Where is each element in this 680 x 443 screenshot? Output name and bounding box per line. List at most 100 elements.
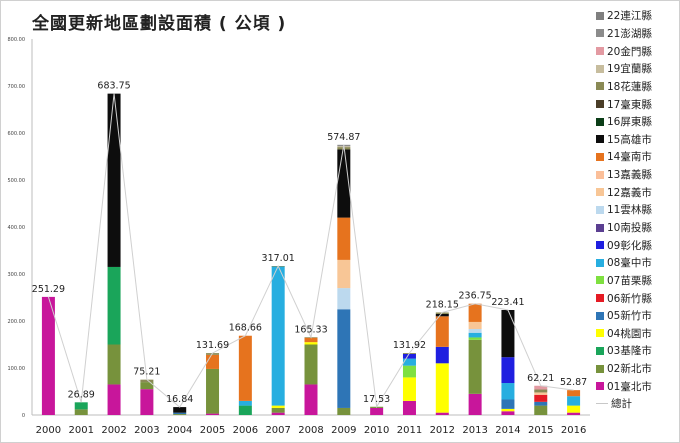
bar-segment xyxy=(435,363,449,413)
x-tick-label: 2003 xyxy=(134,425,159,436)
bar-segment xyxy=(468,337,482,340)
x-tick-label: 2009 xyxy=(331,425,356,436)
axes: 0 100.00 200.00 300.00 400.00 500.00 600.00 700… xyxy=(8,37,590,436)
legend-item: 17臺東縣 xyxy=(596,95,680,113)
bar-segment xyxy=(468,393,482,415)
bar-segment xyxy=(206,413,220,415)
x-tick-label: 2016 xyxy=(561,425,586,436)
bar-segment xyxy=(74,402,88,410)
legend-swatch xyxy=(596,29,604,38)
x-tick-label: 2014 xyxy=(495,425,520,436)
y-tick-label: 100.00 xyxy=(8,366,26,372)
legend-swatch xyxy=(596,241,604,250)
bar-segment xyxy=(107,344,121,385)
legend-swatch xyxy=(596,170,604,179)
x-tick-label: 2008 xyxy=(298,425,323,436)
bar-segment xyxy=(271,405,285,408)
legend-label: 18花蓮縣 xyxy=(607,80,652,93)
bar-segment xyxy=(402,377,416,401)
legend-label: 21澎湖縣 xyxy=(607,27,652,40)
legend-swatch xyxy=(596,100,604,109)
legend-item: 15高雄市 xyxy=(596,130,680,148)
bar-segment xyxy=(402,353,416,359)
bar-segment xyxy=(534,401,548,406)
legend-item: 09彰化縣 xyxy=(596,236,680,254)
legend-swatch xyxy=(596,188,604,197)
legend-item: 06新竹縣 xyxy=(596,289,680,307)
legend-label: 06新竹縣 xyxy=(607,292,652,305)
legend-item: 03基隆市 xyxy=(596,342,680,360)
legend-swatch xyxy=(596,258,604,267)
bar-segment xyxy=(501,408,515,412)
legend-item: 01臺北市 xyxy=(596,377,680,395)
legend-swatch xyxy=(596,364,604,373)
total-data-label: 165.33 xyxy=(294,324,327,335)
bar-segment xyxy=(567,412,581,415)
bar-segment xyxy=(468,339,482,394)
bar-segment xyxy=(501,309,515,358)
legend-label: 總計 xyxy=(611,398,632,411)
bar-segment xyxy=(402,365,416,378)
bar-segment xyxy=(501,357,515,384)
x-tick-label: 2005 xyxy=(200,425,225,436)
x-tick-label: 2015 xyxy=(528,425,553,436)
bar-segment xyxy=(337,217,351,260)
bar-segment xyxy=(534,385,548,390)
legend-swatch xyxy=(596,11,604,20)
bar-segment xyxy=(370,407,384,415)
bar-segment xyxy=(534,405,548,415)
bar-segment xyxy=(206,368,220,414)
legend-swatch xyxy=(596,64,604,73)
bar-segment xyxy=(567,405,581,413)
legend-item: 13嘉義縣 xyxy=(596,166,680,184)
bar-segment xyxy=(534,392,548,395)
legend-swatch xyxy=(596,152,604,161)
bar-segment xyxy=(304,337,318,343)
legend: 22連江縣 21澎湖縣 20金門縣 19宜蘭縣 18花蓮縣 17臺東縣 16屏東縣 15高雄市… xyxy=(596,7,680,413)
total-data-label: 131.92 xyxy=(393,340,426,351)
bar-segment xyxy=(304,342,318,345)
legend-label: 14臺南市 xyxy=(607,151,652,164)
total-data-label: 683.75 xyxy=(97,81,130,92)
legend-label: 11雲林縣 xyxy=(607,204,652,217)
legend-swatch xyxy=(596,205,604,214)
total-data-label: 317.01 xyxy=(262,253,295,264)
legend-item: 20金門縣 xyxy=(596,42,680,60)
legend-label: 13嘉義縣 xyxy=(607,169,652,182)
bar-segment xyxy=(173,407,187,413)
bar-segment xyxy=(468,328,482,333)
legend-item: 14臺南市 xyxy=(596,148,680,166)
legend-item: 07苗栗縣 xyxy=(596,272,680,290)
bar-segment xyxy=(238,400,252,406)
bar-segment xyxy=(304,344,318,385)
legend-item: 02新北市 xyxy=(596,360,680,378)
legend-swatch xyxy=(596,117,604,126)
bars xyxy=(41,93,581,415)
y-tick-label: 700.00 xyxy=(8,84,26,90)
total-data-label: 574.87 xyxy=(327,132,360,143)
bar-segment xyxy=(206,354,220,369)
bar-segment xyxy=(140,382,154,390)
legend-item: 04桃園市 xyxy=(596,325,680,343)
total-data-label: 223.41 xyxy=(491,297,524,308)
bar-segment xyxy=(107,384,121,415)
legend-label: 10南投縣 xyxy=(607,222,652,234)
x-tick-label: 2002 xyxy=(101,425,126,436)
legend-line-swatch xyxy=(596,403,608,405)
bar-segment xyxy=(107,266,121,345)
total-data-label: 168.66 xyxy=(229,323,262,334)
legend-label: 04桃園市 xyxy=(607,327,652,340)
total-data-label: 131.69 xyxy=(196,340,229,351)
legend-label: 07苗栗縣 xyxy=(607,274,652,287)
bar-segment xyxy=(501,411,515,415)
legend-item: 21澎湖縣 xyxy=(596,25,680,43)
legend-swatch xyxy=(596,135,604,144)
total-data-label: 62.21 xyxy=(527,373,554,384)
total-line xyxy=(47,93,574,409)
total-data-label: 218.15 xyxy=(426,299,459,310)
legend-swatch xyxy=(596,346,604,355)
bar-segment xyxy=(41,296,55,415)
total-data-label: 75.21 xyxy=(133,367,160,378)
